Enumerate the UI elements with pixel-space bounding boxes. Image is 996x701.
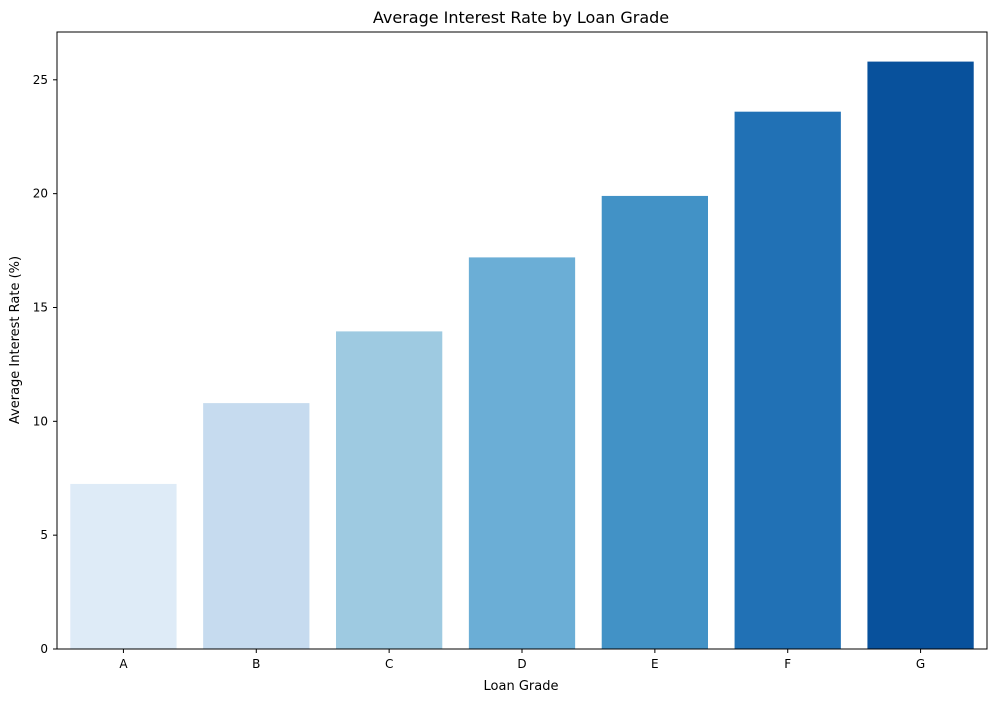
y-tick-label: 5 (40, 528, 48, 542)
y-tick-label: 0 (40, 642, 48, 656)
x-tick-label: A (119, 657, 128, 671)
plot-frame (56, 31, 988, 650)
y-tick-label: 10 (33, 414, 48, 428)
x-tick-label: G (916, 657, 925, 671)
bar-g (867, 61, 974, 650)
bar-f (734, 111, 841, 650)
bars-group (70, 61, 974, 650)
y-tick-label: 15 (33, 300, 48, 314)
y-axis-title: Average Interest Rate (%) (8, 256, 23, 424)
x-tick-label: B (252, 657, 260, 671)
x-axis-ticks: A B C D E F G (119, 649, 925, 671)
bar-d (468, 257, 576, 649)
x-tick-label: C (385, 657, 393, 671)
chart-title: Average Interest Rate by Loan Grade (373, 8, 669, 27)
y-axis-ticks: 0 5 10 15 20 25 (33, 73, 57, 656)
bar-c (336, 331, 443, 649)
bar-b (203, 403, 310, 649)
bar-a (70, 483, 177, 649)
x-axis-title: Loan Grade (484, 679, 559, 694)
x-tick-label: E (651, 657, 659, 671)
x-tick-label: D (517, 657, 526, 671)
y-tick-label: 25 (33, 73, 48, 87)
x-tick-label: F (784, 657, 791, 671)
bar-e (601, 195, 708, 649)
y-tick-label: 20 (33, 187, 48, 201)
